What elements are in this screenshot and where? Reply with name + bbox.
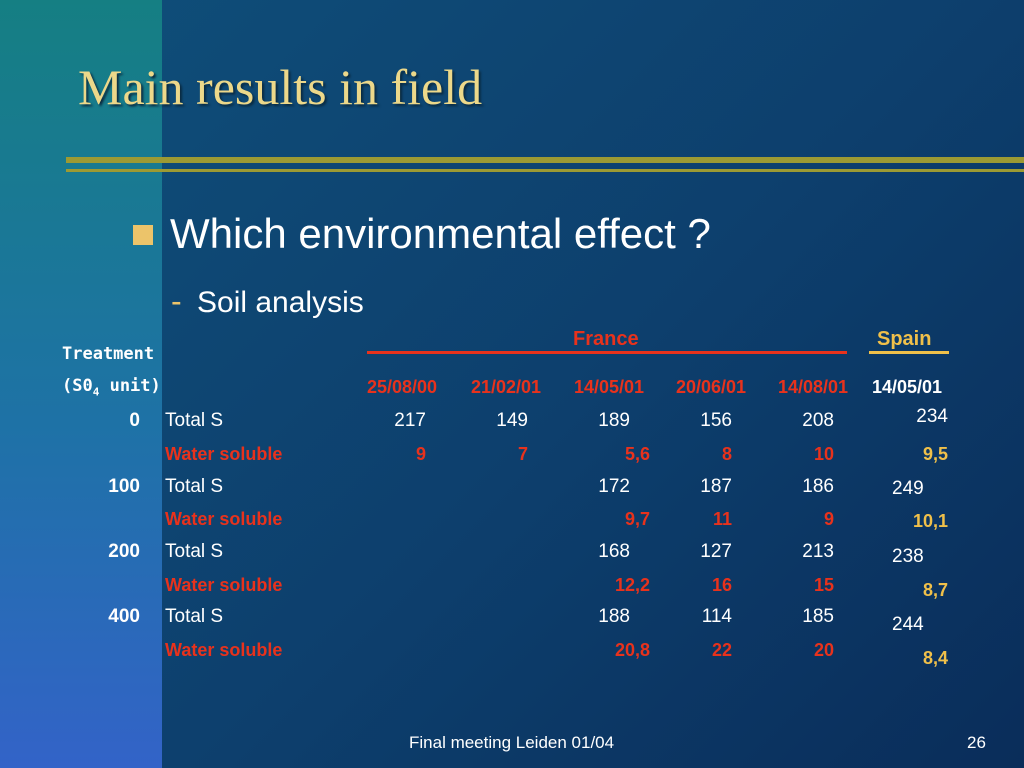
table-cell: 217	[394, 410, 426, 431]
table-cell: 10	[813, 444, 834, 464]
dash-marker: -	[171, 283, 182, 319]
footer-text: Final meeting Leiden 01/04	[409, 733, 615, 752]
table-cell: 189	[598, 410, 630, 431]
france-underline	[367, 351, 847, 354]
date-header: 14/05/01	[574, 377, 645, 397]
table-cell: 8	[721, 444, 732, 464]
table-cell: 20,8	[614, 640, 650, 660]
dose-value: 400	[108, 606, 140, 627]
date-header: 20/06/01	[676, 377, 747, 397]
bullet-text: Which environmental effect ?	[170, 210, 711, 257]
spain-underline	[869, 351, 949, 354]
table-cell: 213	[802, 541, 834, 562]
table-cell: 12,2	[614, 575, 650, 595]
page-number: 26	[967, 733, 986, 752]
table-cell: 9,5	[922, 444, 948, 464]
table-cell: 238	[892, 546, 924, 567]
total-s-label: Total S	[165, 476, 224, 497]
table-cell: 156	[700, 410, 732, 431]
water-soluble-label: Water soluble	[165, 444, 283, 464]
table-cell: 234	[916, 406, 948, 427]
dose-value: 100	[108, 476, 140, 497]
table-cell: 172	[598, 476, 630, 497]
table-cell: 186	[802, 476, 834, 497]
table-cell: 244	[892, 614, 924, 635]
france-label: France	[573, 328, 639, 350]
treatment-header: Treatment	[62, 344, 155, 364]
date-header: 14/05/01	[872, 377, 943, 397]
table-cell: 16	[711, 575, 732, 595]
square-bullet-icon	[133, 225, 153, 245]
table-cell: 9	[823, 509, 834, 529]
dose-value: 200	[108, 541, 140, 562]
table-cell: 9	[415, 444, 426, 464]
table-cell: 249	[892, 478, 924, 499]
total-s-label: Total S	[165, 541, 224, 562]
dose-value: 0	[129, 410, 140, 431]
water-soluble-label: Water soluble	[165, 640, 283, 660]
table-cell: 8,4	[922, 648, 948, 668]
table-cell: 20	[813, 640, 834, 660]
sub-bullet-text: Soil analysis	[197, 286, 364, 319]
table-cell: 7	[517, 444, 528, 464]
table-cell: 15	[813, 575, 834, 595]
table-cell: 149	[496, 410, 528, 431]
total-s-label: Total S	[165, 410, 224, 431]
table-cell: 10,1	[912, 511, 948, 531]
title-rule-thin	[66, 169, 1024, 172]
slide-title: Main results in field	[78, 59, 483, 115]
title-rule-thick	[66, 157, 1024, 163]
table-cell: 127	[700, 541, 732, 562]
water-soluble-label: Water soluble	[165, 575, 283, 595]
table-cell: 208	[802, 410, 834, 431]
date-header: 14/08/01	[778, 377, 849, 397]
table-cell: 9,7	[624, 509, 650, 529]
total-s-label: Total S	[165, 606, 224, 627]
table-cell: 11	[712, 509, 732, 529]
table-cell: 187	[700, 476, 732, 497]
water-soluble-label: Water soluble	[165, 509, 283, 529]
spain-label: Spain	[877, 328, 932, 350]
table-cell: 168	[598, 541, 630, 562]
table-cell: 8,7	[922, 580, 948, 600]
date-header: 25/08/00	[367, 377, 438, 397]
table-cell: 188	[598, 606, 630, 627]
table-cell: 22	[711, 640, 732, 660]
unit-header: (S04 unit)	[62, 376, 161, 399]
table-cell: 114	[701, 606, 732, 627]
left-accent-band	[0, 0, 162, 768]
table-cell: 5,6	[624, 444, 650, 464]
date-header: 21/02/01	[471, 377, 542, 397]
table-cell: 185	[802, 606, 834, 627]
